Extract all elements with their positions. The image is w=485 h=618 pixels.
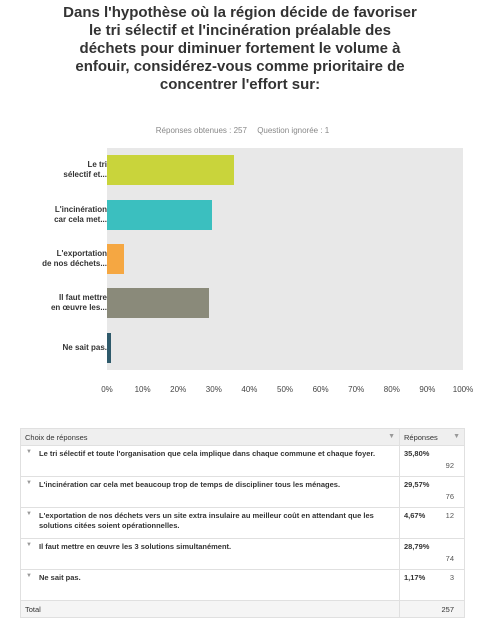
expand-arrow-icon[interactable]: ▼ [20, 507, 35, 539]
x-tick-label: 40% [241, 385, 258, 394]
x-tick-label: 0% [101, 385, 113, 394]
answer-text: Il faut mettre en œuvre les 3 solutions … [35, 538, 400, 570]
table-row[interactable]: ▼ Le tri sélectif et toute l'organisation… [20, 445, 465, 477]
expand-arrow-icon[interactable]: ▼ [20, 569, 35, 601]
header-responses[interactable]: Réponses ▼ [399, 428, 465, 446]
x-tick-label: 60% [312, 385, 329, 394]
response-cell: 35,80% 92 [399, 445, 465, 477]
category-label-4: Ne sait pas. [62, 342, 107, 352]
response-count: 74 [445, 554, 454, 563]
response-percent: 4,67% [404, 511, 426, 520]
x-tick-label: 80% [383, 385, 400, 394]
x-tick-label: 10% [134, 385, 151, 394]
x-tick-label: 30% [205, 385, 222, 394]
question-title: Dans l'hypothèse où la région décide de … [63, 4, 417, 93]
x-tick-label: 100% [452, 385, 474, 394]
category-label-1: L'incinération car cela met... [54, 204, 107, 224]
bar-1[interactable] [107, 199, 213, 230]
x-tick-label: 50% [276, 385, 294, 394]
sort-arrow-icon: ▼ [453, 432, 460, 440]
header-choice[interactable]: Choix de réponses ▼ [20, 428, 400, 446]
answered-count: Réponses obtenues : 257 [155, 126, 247, 135]
results-table: Choix de réponses ▼ Réponses ▼ ▼ Le tri s… [20, 428, 465, 618]
total-label: Total [20, 600, 400, 618]
sort-arrow-icon: ▼ [388, 432, 395, 440]
response-percent: 35,80% [404, 449, 430, 458]
bar-2[interactable] [107, 244, 124, 274]
skipped-count: Question ignorée : 1 [257, 126, 330, 135]
answer-text: Ne sait pas. [35, 569, 400, 601]
response-percent: 1,17% [404, 573, 426, 582]
response-count: 3 [449, 573, 454, 582]
category-label-3: Il faut mettre en œuvre les... [50, 293, 107, 313]
expand-arrow-icon[interactable]: ▼ [20, 445, 35, 477]
total-value: 257 [399, 600, 465, 618]
chart-plot-area [107, 148, 463, 370]
category-label-2: L'exportation de nos déchets... [42, 249, 107, 268]
answer-text: Le tri sélectif et toute l'organisation … [35, 445, 400, 477]
table-row[interactable]: ▼ Ne sait pas. 1,17% 3 [20, 569, 465, 601]
answer-text: L'exportation de nos déchets vers un sit… [35, 507, 400, 539]
response-cell: 4,67% 12 [399, 507, 465, 539]
response-percent: 28,79% [404, 542, 430, 551]
table-row[interactable]: ▼ L'exportation de nos déchets vers un si… [20, 507, 465, 539]
response-stats: Réponses obtenues : 257 Question ignorée… [0, 126, 485, 135]
response-count: 92 [445, 461, 454, 470]
x-tick-label: 90% [419, 385, 436, 394]
bar-4[interactable] [107, 332, 112, 363]
bar-3[interactable] [107, 288, 210, 319]
response-count: 12 [445, 511, 454, 520]
response-percent: 29,57% [404, 480, 430, 489]
table-row[interactable]: ▼ L'incinération car cela met beaucoup tr… [20, 476, 465, 508]
response-count: 76 [445, 492, 454, 501]
response-cell: 1,17% 3 [399, 569, 465, 601]
response-cell: 29,57% 76 [399, 476, 465, 508]
x-tick-label: 70% [348, 385, 365, 394]
table-row[interactable]: ▼ Il faut mettre en œuvre les 3 solutions… [20, 538, 465, 570]
x-tick-label: 20% [170, 385, 187, 394]
response-cell: 28,79% 74 [399, 538, 465, 570]
expand-arrow-icon[interactable]: ▼ [20, 476, 35, 508]
category-label-0: Le tri sélectif et... [63, 160, 107, 180]
expand-arrow-icon[interactable]: ▼ [20, 538, 35, 570]
answer-text: L'incinération car cela met beaucoup tro… [35, 476, 400, 508]
bar-0[interactable] [107, 155, 235, 186]
